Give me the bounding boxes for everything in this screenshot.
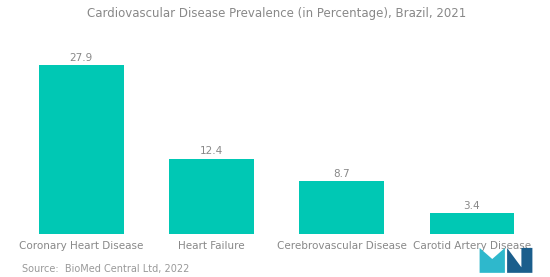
Text: 8.7: 8.7	[333, 169, 350, 179]
Text: 3.4: 3.4	[464, 201, 480, 211]
Title: Cardiovascular Disease Prevalence (in Percentage), Brazil, 2021: Cardiovascular Disease Prevalence (in Pe…	[87, 7, 466, 20]
Polygon shape	[507, 248, 532, 273]
Bar	[430, 213, 514, 234]
Text: 12.4: 12.4	[200, 146, 223, 156]
Polygon shape	[480, 248, 505, 273]
Bar	[169, 159, 254, 234]
Bar	[299, 181, 384, 234]
Text: 27.9: 27.9	[70, 53, 93, 63]
Text: Source:  BioMed Central Ltd, 2022: Source: BioMed Central Ltd, 2022	[22, 264, 189, 274]
Bar	[39, 65, 124, 234]
